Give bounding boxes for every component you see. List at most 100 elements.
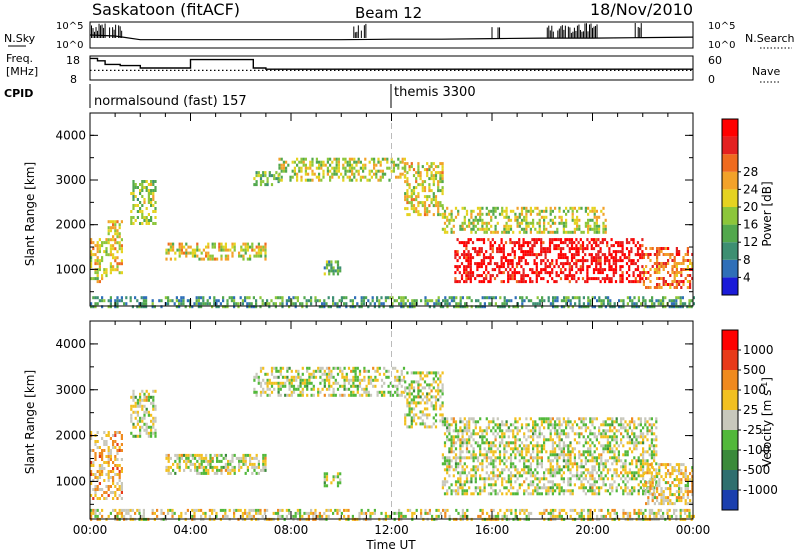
data-cell [90, 470, 93, 473]
data-cell [523, 465, 526, 469]
data-cell [615, 486, 618, 490]
data-cell [227, 471, 230, 475]
data-cell [468, 438, 471, 442]
data-cell [460, 241, 464, 245]
data-cell [98, 262, 101, 266]
data-cell [240, 248, 243, 252]
data-cell [446, 459, 449, 463]
data-cell [675, 271, 678, 274]
data-cell [647, 253, 650, 256]
data-cell [330, 260, 333, 264]
data-cell [337, 175, 340, 179]
data-cell [410, 192, 413, 196]
data-cell [615, 474, 618, 478]
data-cell [105, 485, 108, 488]
data-cell [180, 251, 183, 255]
data-cell [617, 444, 620, 448]
data-cell [630, 262, 633, 266]
data-cell [585, 305, 588, 309]
data-cell [581, 244, 585, 248]
data-cell [479, 435, 482, 439]
data-cell [686, 250, 689, 253]
data-cell [496, 447, 499, 451]
data-cell [468, 480, 471, 484]
data-cell [568, 271, 571, 275]
data-cell [650, 438, 653, 442]
data-cell [417, 204, 420, 208]
data-cell [571, 474, 574, 478]
data-cell [500, 259, 503, 263]
data-cell [611, 420, 614, 424]
data-cell [392, 166, 395, 170]
data-cell [612, 256, 615, 260]
freq-panel [89, 55, 694, 81]
data-cell [545, 492, 548, 496]
data-cell [229, 459, 232, 463]
data-cell [101, 455, 104, 458]
data-cell [417, 165, 420, 169]
data-cell [540, 215, 543, 219]
data-cell [468, 471, 471, 475]
data-cell [446, 218, 449, 222]
data-cell [185, 456, 188, 460]
data-cell [441, 177, 444, 181]
data-cell [139, 207, 142, 210]
data-cell [615, 429, 618, 433]
data-cell [675, 283, 678, 286]
data-cell [554, 447, 557, 451]
data-cell [196, 242, 199, 246]
data-cell [434, 165, 438, 169]
data-cell [540, 492, 543, 496]
data-cell [520, 453, 524, 457]
data-cell [559, 271, 563, 275]
data-cell [501, 438, 504, 442]
data-cell [595, 268, 598, 272]
data-cell [421, 180, 424, 184]
data-cell [357, 172, 360, 176]
data-cell [332, 269, 335, 273]
data-cell [655, 450, 658, 454]
data-cell [184, 305, 187, 309]
data-cell [673, 256, 676, 259]
data-cell [642, 280, 645, 283]
data-cell [262, 387, 265, 391]
data-cell [165, 468, 168, 472]
data-cell [503, 305, 506, 309]
data-cell [582, 453, 585, 457]
data-cell [520, 227, 524, 231]
data-cell [317, 366, 320, 370]
data-cell [618, 299, 621, 303]
data-cell [207, 242, 210, 246]
data-cell [571, 429, 574, 433]
data-cell [459, 417, 462, 421]
data-cell [513, 268, 516, 272]
data-cell [387, 375, 390, 379]
data-cell [611, 429, 614, 433]
data-cell [310, 299, 313, 303]
data-cell [532, 420, 535, 424]
data-cell [609, 417, 612, 421]
data-cell [391, 302, 394, 306]
data-cell [275, 381, 278, 385]
data-cell [423, 374, 427, 378]
data-cell [415, 195, 418, 199]
data-cell [160, 299, 163, 303]
data-cell [310, 381, 313, 385]
data-cell [576, 462, 579, 466]
data-cell [611, 489, 614, 493]
data-cell [109, 455, 112, 458]
data-cell [259, 381, 263, 385]
data-cell [270, 366, 274, 370]
data-cell [224, 248, 227, 252]
data-cell [668, 299, 671, 303]
data-cell [399, 175, 402, 179]
data-cell [650, 423, 653, 427]
data-cell [200, 257, 203, 261]
data-cell [662, 296, 665, 300]
data-cell [680, 280, 683, 283]
data-cell [525, 227, 528, 231]
data-cell [120, 238, 123, 242]
data-cell [408, 425, 411, 429]
data-cell [439, 377, 442, 381]
data-cell [514, 215, 517, 219]
